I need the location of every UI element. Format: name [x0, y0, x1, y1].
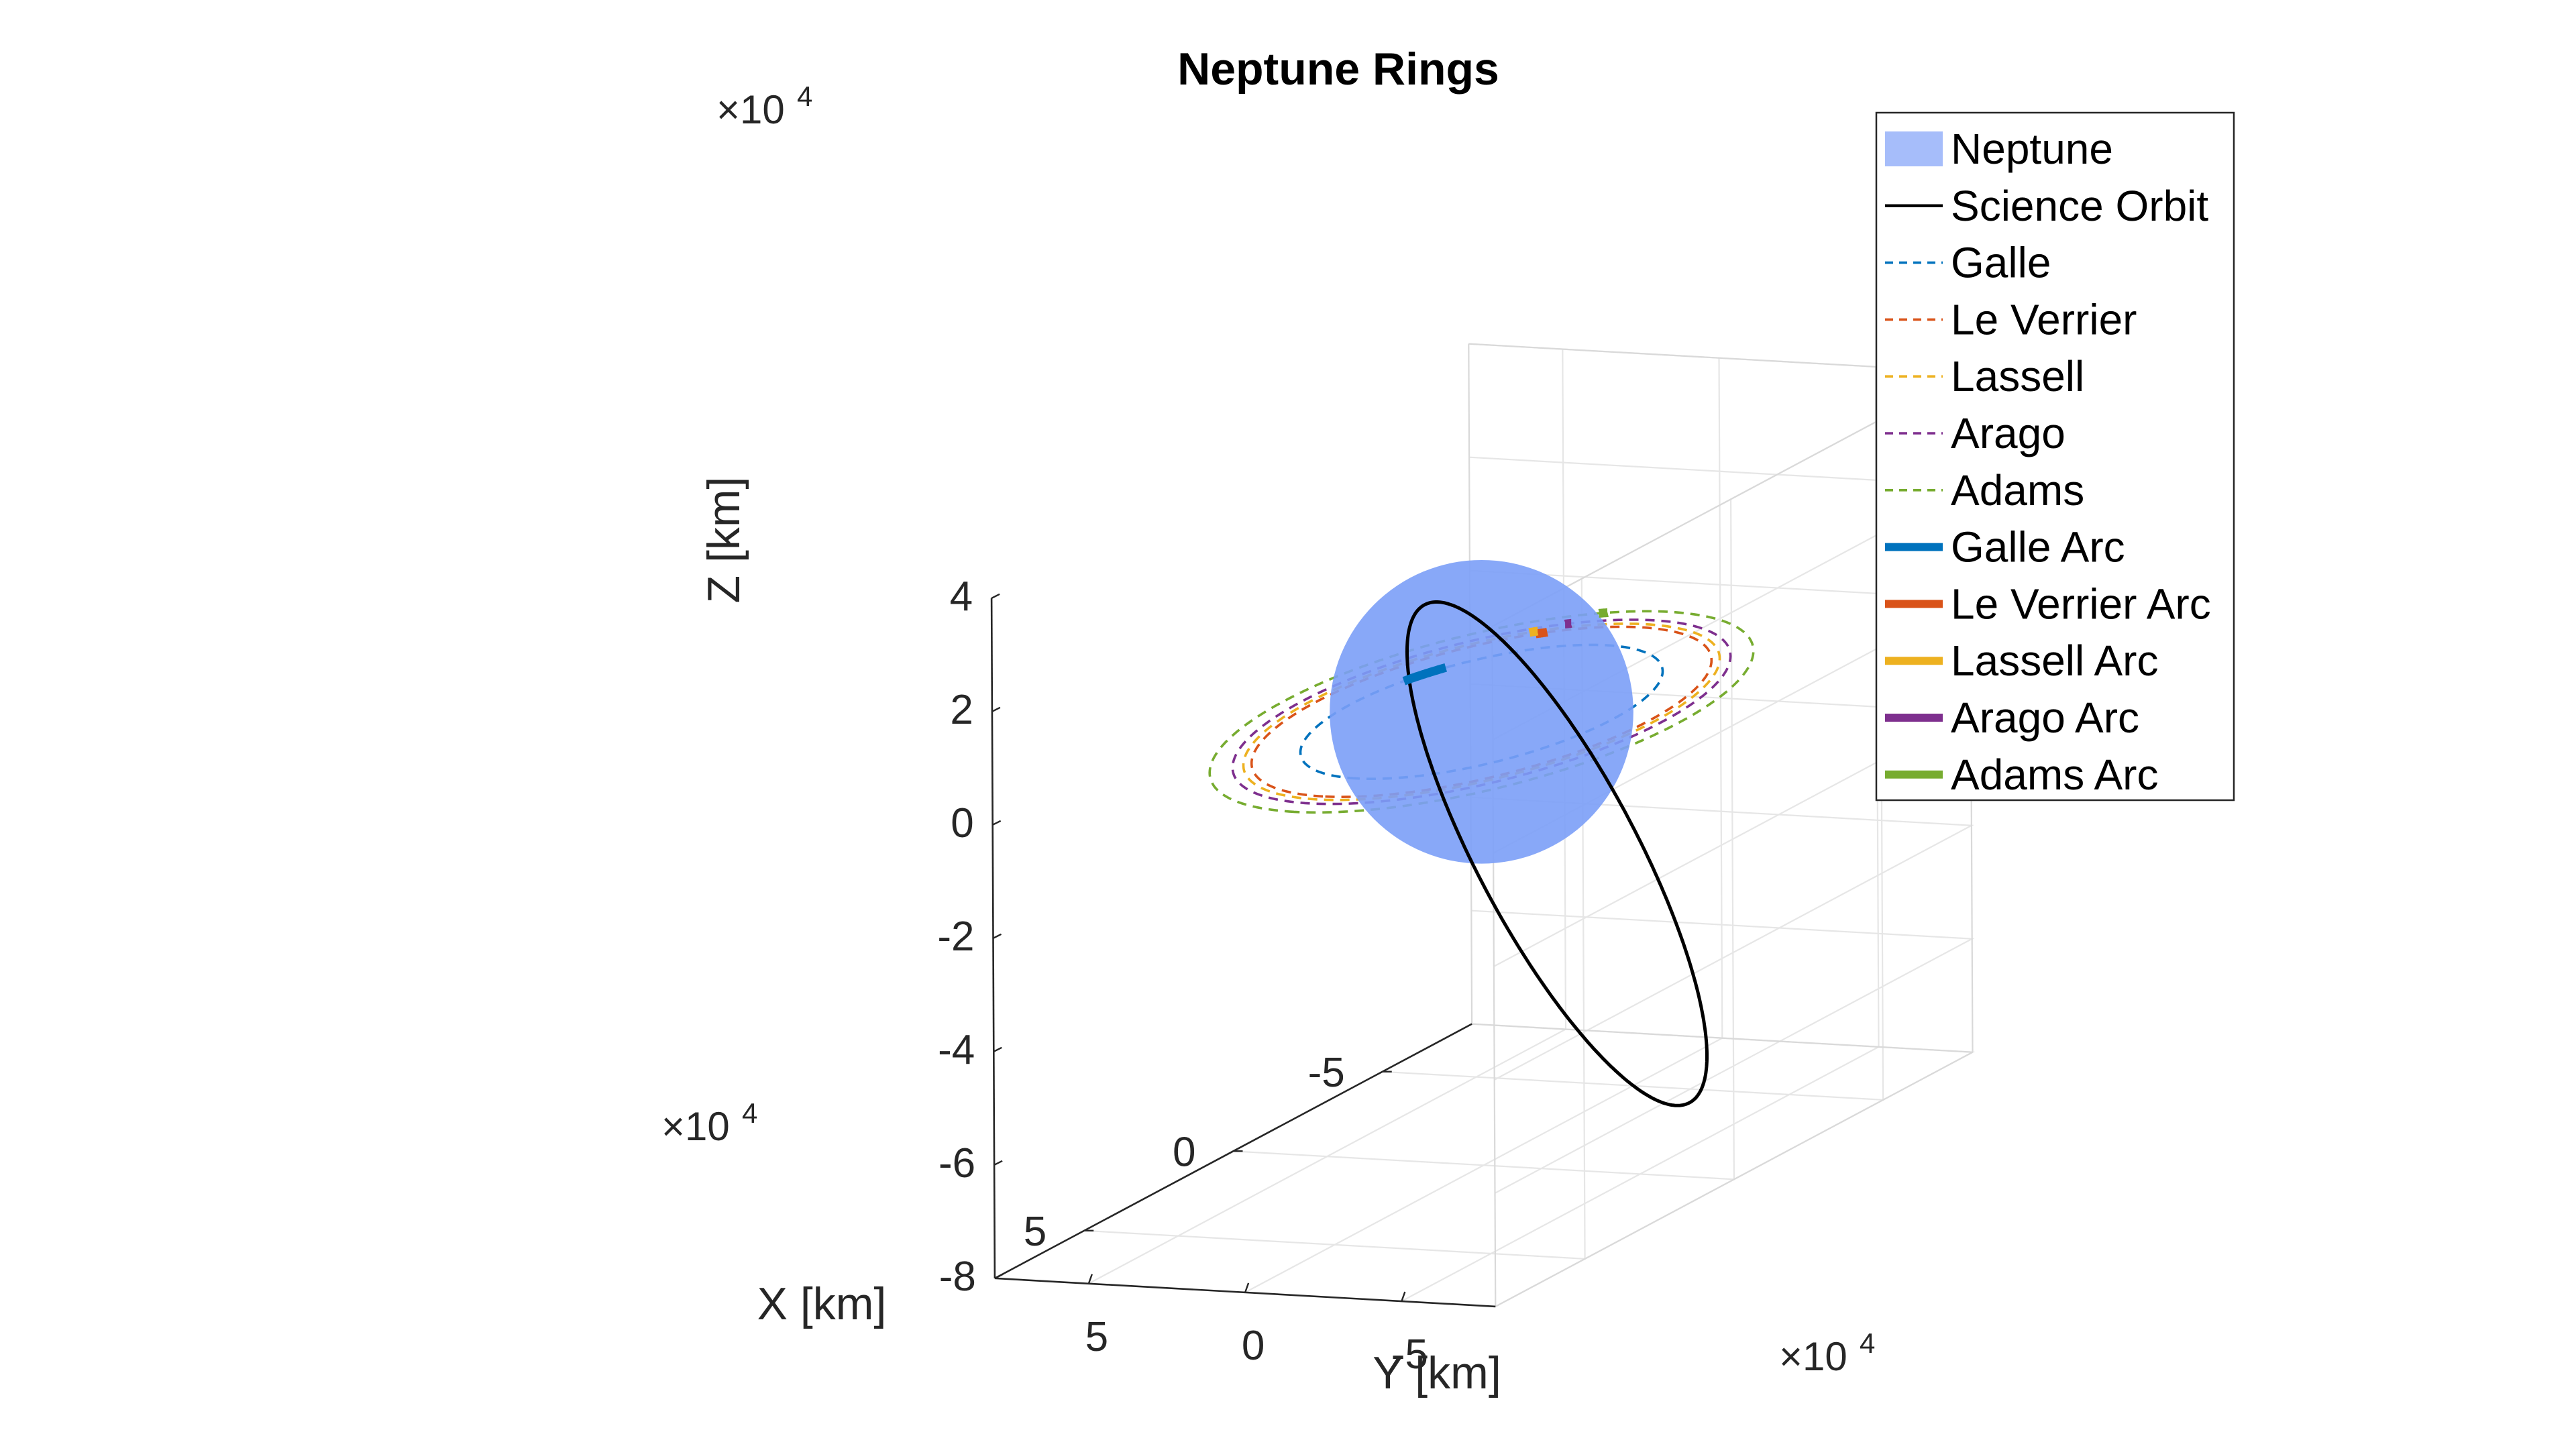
z-tick — [994, 1273, 1004, 1279]
y-exponent-base: ×10 — [1779, 1334, 1847, 1379]
z-tick-label: -2 — [937, 914, 974, 960]
z-tick — [992, 933, 1002, 939]
z-tick — [992, 820, 1002, 826]
y-tick-label: -5 — [1391, 1331, 1428, 1378]
z-tick-label: -4 — [938, 1027, 975, 1073]
z-exponent-base: ×10 — [716, 87, 785, 132]
x-tick-label: 5 — [1024, 1209, 1046, 1255]
x-tick-label: -5 — [1308, 1050, 1345, 1096]
legend-label-galle: Galle — [1951, 239, 2051, 287]
arago-arc-segment — [1564, 618, 1572, 628]
x-axis-label: X [km] — [757, 1278, 887, 1329]
orbit-layer — [1405, 600, 1709, 1107]
legend-swatch-neptune — [1885, 131, 1943, 166]
chart-title: Neptune Rings — [1177, 44, 1499, 95]
y-tick — [1244, 1282, 1250, 1293]
x-axis-exponent: ×10 4 — [661, 1097, 757, 1149]
y-tick-label: 0 — [1242, 1323, 1265, 1369]
z-tick — [993, 1046, 1002, 1052]
ring-le-verrier — [1250, 625, 1713, 799]
y-axis-label: Y [km] — [1373, 1347, 1501, 1398]
legend-label-le-verrier-arc: Le Verrier Arc — [1951, 580, 2211, 628]
legend-label-adams-arc: Adams Arc — [1951, 751, 2158, 799]
z-tick-label: 2 — [950, 687, 973, 733]
legend-box — [1875, 111, 2235, 802]
y-tick — [1087, 1274, 1093, 1284]
legend-label-adams: Adams — [1951, 466, 2084, 514]
science-orbit-line — [1405, 600, 1709, 1107]
adams-arc-segment — [1598, 608, 1609, 618]
legend-label-science-orbit: Science Orbit — [1951, 182, 2208, 230]
legend-label-arago: Arago — [1951, 409, 2065, 457]
ring-arcs-layer — [1402, 608, 1609, 685]
legend-label-galle-arc: Galle Arc — [1951, 523, 2125, 571]
lassell-arc-segment — [1528, 626, 1539, 637]
z-tick-label: -8 — [939, 1254, 976, 1300]
ring-arago — [1231, 618, 1732, 806]
z-tick — [991, 593, 1000, 599]
legend-label-le-verrier: Le Verrier — [1951, 295, 2137, 343]
x-exponent-base: ×10 — [661, 1104, 730, 1149]
y-tick-label: 5 — [1085, 1314, 1108, 1360]
axes-back-edge — [1495, 1051, 1974, 1307]
x-exponent-power: 4 — [742, 1097, 757, 1129]
axes-back-edge — [1472, 1023, 1973, 1053]
legend-label-arago-arc: Arago Arc — [1951, 694, 2139, 742]
y-exponent-power: 4 — [1860, 1327, 1875, 1359]
neptune-layer — [1330, 559, 1633, 864]
z-exponent-power: 4 — [797, 80, 812, 112]
z-axis-exponent: ×10 4 — [716, 80, 812, 132]
y-axis-exponent: ×10 4 — [1779, 1327, 1875, 1379]
legend-label-lassell-arc: Lassell Arc — [1951, 637, 2158, 685]
tick-labels: -8 -6 -4 -2 0 2 4 -5 0 5 -5 0 5 — [937, 573, 1428, 1378]
z-tick-label: 0 — [951, 800, 973, 846]
z-tick-label: -6 — [938, 1140, 975, 1187]
z-axis-label: Z [km] — [698, 477, 749, 604]
legend-label-lassell: Lassell — [1951, 352, 2084, 400]
z-tick — [991, 706, 1001, 712]
z-tick-label: 4 — [950, 573, 973, 620]
legend: Neptune Science Orbit Galle Le Verrier Lasse… — [1875, 111, 2235, 802]
x-tick-label: 0 — [1173, 1129, 1195, 1175]
y-tick — [1401, 1291, 1406, 1302]
legend-label-neptune: Neptune — [1951, 125, 2113, 173]
galle-arc-segment — [1402, 663, 1447, 685]
neptune-sphere — [1330, 559, 1633, 864]
z-tick — [994, 1160, 1003, 1166]
